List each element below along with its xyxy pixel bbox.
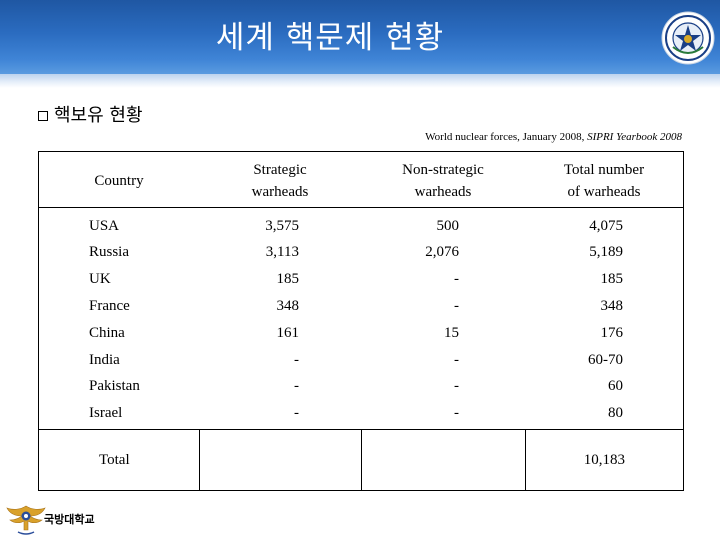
cell-non-strategic: - <box>454 352 459 368</box>
column-header-line: Strategic <box>253 162 307 178</box>
cell-non-strategic: 2,076 <box>425 244 459 260</box>
cell-country: USA <box>89 218 120 234</box>
university-seal-icon <box>661 11 715 65</box>
cell-total: 60-70 <box>588 352 623 368</box>
total-divider-middle <box>361 429 362 491</box>
cell-country: Pakistan <box>89 378 140 394</box>
total-label: Total <box>99 452 130 468</box>
cell-country: Russia <box>89 244 130 260</box>
cell-country: France <box>89 298 130 314</box>
cell-country: India <box>89 352 120 368</box>
eagle-emblem-icon <box>6 505 46 535</box>
column-header-strategic: Strategic warheads <box>199 159 361 203</box>
column-header-line: of warheads <box>567 184 641 200</box>
total-value: 10,183 <box>583 452 625 468</box>
header-divider <box>39 207 683 208</box>
warheads-table: Country Strategic warheads Non-strategic… <box>38 151 684 491</box>
cell-strategic: 3,575 <box>265 218 299 234</box>
cell-non-strategic: - <box>454 298 459 314</box>
cell-total: 176 <box>600 325 624 341</box>
cell-non-strategic: - <box>454 405 459 421</box>
header-banner <box>0 0 720 74</box>
cell-total: 80 <box>608 405 623 421</box>
source-note: World nuclear forces, January 2008, SIPR… <box>380 131 682 143</box>
cell-total: 348 <box>600 298 624 314</box>
cell-country: China <box>89 325 125 341</box>
cell-strategic: - <box>294 352 299 368</box>
footer-institution-label: 국방대학교 <box>44 513 95 526</box>
page-title: 세계 핵문제 현황 <box>215 20 445 56</box>
cell-non-strategic: 500 <box>436 218 460 234</box>
cell-strategic: - <box>294 378 299 394</box>
source-publication: SIPRI Yearbook 2008 <box>587 131 682 143</box>
cell-strategic: - <box>294 405 299 421</box>
column-header-total: Total number of warheads <box>525 159 683 203</box>
cell-non-strategic: - <box>454 271 459 287</box>
column-header-line: Non-strategic <box>402 162 484 178</box>
cell-country: UK <box>89 271 111 287</box>
cell-country: Israel <box>89 405 123 421</box>
cell-strategic: 161 <box>276 325 300 341</box>
source-text: World nuclear forces, January 2008, <box>425 131 588 143</box>
bullet-square-icon <box>38 111 48 121</box>
cell-strategic: 185 <box>276 271 300 287</box>
cell-strategic: 3,113 <box>265 244 299 260</box>
header-fade <box>0 74 720 88</box>
total-divider-right <box>525 429 526 491</box>
total-divider-left <box>199 429 200 491</box>
column-header-line: warheads <box>251 184 309 200</box>
cell-non-strategic: 15 <box>444 325 459 341</box>
section-heading: 핵보유 현황 <box>54 105 143 126</box>
column-header-line: warheads <box>414 184 472 200</box>
cell-total: 5,189 <box>589 244 623 260</box>
cell-total: 185 <box>600 271 624 287</box>
column-header-country: Country <box>39 170 199 192</box>
column-header-line: Total number <box>563 162 645 178</box>
cell-total: 60 <box>608 378 623 394</box>
column-header-line: Country <box>94 173 144 189</box>
cell-non-strategic: - <box>454 378 459 394</box>
cell-strategic: 348 <box>276 298 300 314</box>
cell-total: 4,075 <box>589 218 623 234</box>
column-header-non-strategic: Non-strategic warheads <box>361 159 525 203</box>
